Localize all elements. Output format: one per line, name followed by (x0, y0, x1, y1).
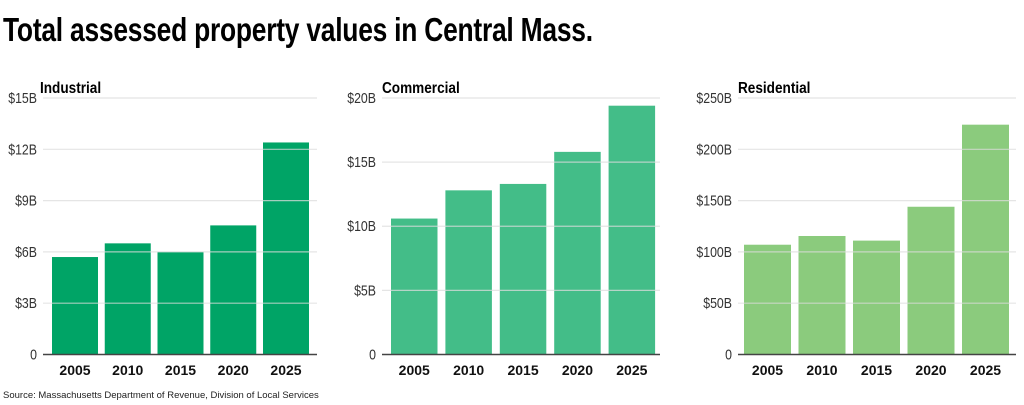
commercial-bar-2015 (499, 183, 547, 355)
residential-bar-2005 (744, 244, 791, 355)
industrial-bar-2020 (210, 225, 257, 355)
residential-y-tick-label: $200B (696, 141, 732, 157)
residential-y-tick-label: $100B (696, 244, 732, 260)
industrial-y-tick-label: $9B (15, 193, 37, 209)
commercial-x-tick-label: 2005 (399, 362, 430, 378)
industrial-panel-title: Industrial (40, 80, 101, 97)
industrial-y-tick-label: $15B (8, 90, 37, 106)
commercial-bar-2005 (391, 218, 438, 355)
commercial-y-tick-label: 0 (369, 347, 376, 363)
residential-y-tick-label: $150B (696, 193, 732, 209)
industrial-bar-2010 (104, 243, 151, 355)
industrial-y-tick-label: $12B (8, 141, 37, 157)
residential-x-tick-label: 2015 (861, 362, 892, 378)
residential-panel-title: Residential (738, 80, 810, 97)
commercial-bar-2025 (608, 105, 656, 355)
industrial-y-tick-label: 0 (30, 347, 37, 363)
commercial-panel-title: Commercial (382, 80, 460, 97)
commercial-x-tick-label: 2015 (507, 362, 538, 378)
residential-x-tick-label: 2010 (806, 362, 837, 378)
residential-bar-2015 (853, 240, 900, 355)
industrial-x-tick-label: 2010 (112, 362, 143, 378)
commercial-y-tick-label: $15B (347, 154, 376, 170)
residential-x-tick-label: 2025 (970, 362, 1001, 378)
residential-bar-2010 (798, 235, 846, 355)
industrial-y-tick-label: $6B (15, 244, 37, 260)
industrial-bar-2005 (52, 257, 98, 355)
residential-chart: Residential 0 $50B $100B $150B $200B $250B 2005… (696, 80, 1016, 378)
industrial-y-tick-label: $3B (15, 295, 37, 311)
industrial-x-tick-label: 2015 (165, 362, 196, 378)
commercial-y-tick-label: $20B (347, 90, 376, 106)
residential-y-tick-label: $50B (703, 295, 732, 311)
industrial-x-tick-label: 2020 (218, 362, 249, 378)
industrial-bar-2025 (263, 142, 309, 355)
commercial-x-tick-label: 2025 (616, 362, 647, 378)
residential-y-tick-label: 0 (725, 347, 732, 363)
page-title: Total assessed property values in Centra… (3, 11, 593, 48)
industrial-x-tick-label: 2025 (270, 362, 301, 378)
commercial-chart: Commercial 0 $5B $10B $15B $20B 2005 2010 2015 20… (347, 80, 660, 378)
residential-x-tick-label: 2020 (915, 362, 946, 378)
residential-bar-2020 (907, 206, 955, 355)
commercial-bar-2020 (554, 151, 601, 355)
residential-x-tick-label: 2005 (752, 362, 783, 378)
commercial-x-tick-label: 2020 (562, 362, 593, 378)
commercial-bar-2010 (445, 190, 492, 355)
industrial-x-tick-label: 2005 (59, 362, 90, 378)
commercial-x-tick-label: 2010 (453, 362, 484, 378)
residential-bar-2025 (962, 124, 1009, 355)
source-note: Source: Massachusetts Department of Reve… (3, 390, 319, 401)
industrial-chart: Industrial 0 $3B $6B $9B $12B $15B 2005 2010 2015… (8, 80, 317, 378)
commercial-y-tick-label: $10B (347, 218, 376, 234)
residential-y-tick-label: $250B (696, 90, 732, 106)
commercial-y-tick-label: $5B (354, 282, 376, 298)
